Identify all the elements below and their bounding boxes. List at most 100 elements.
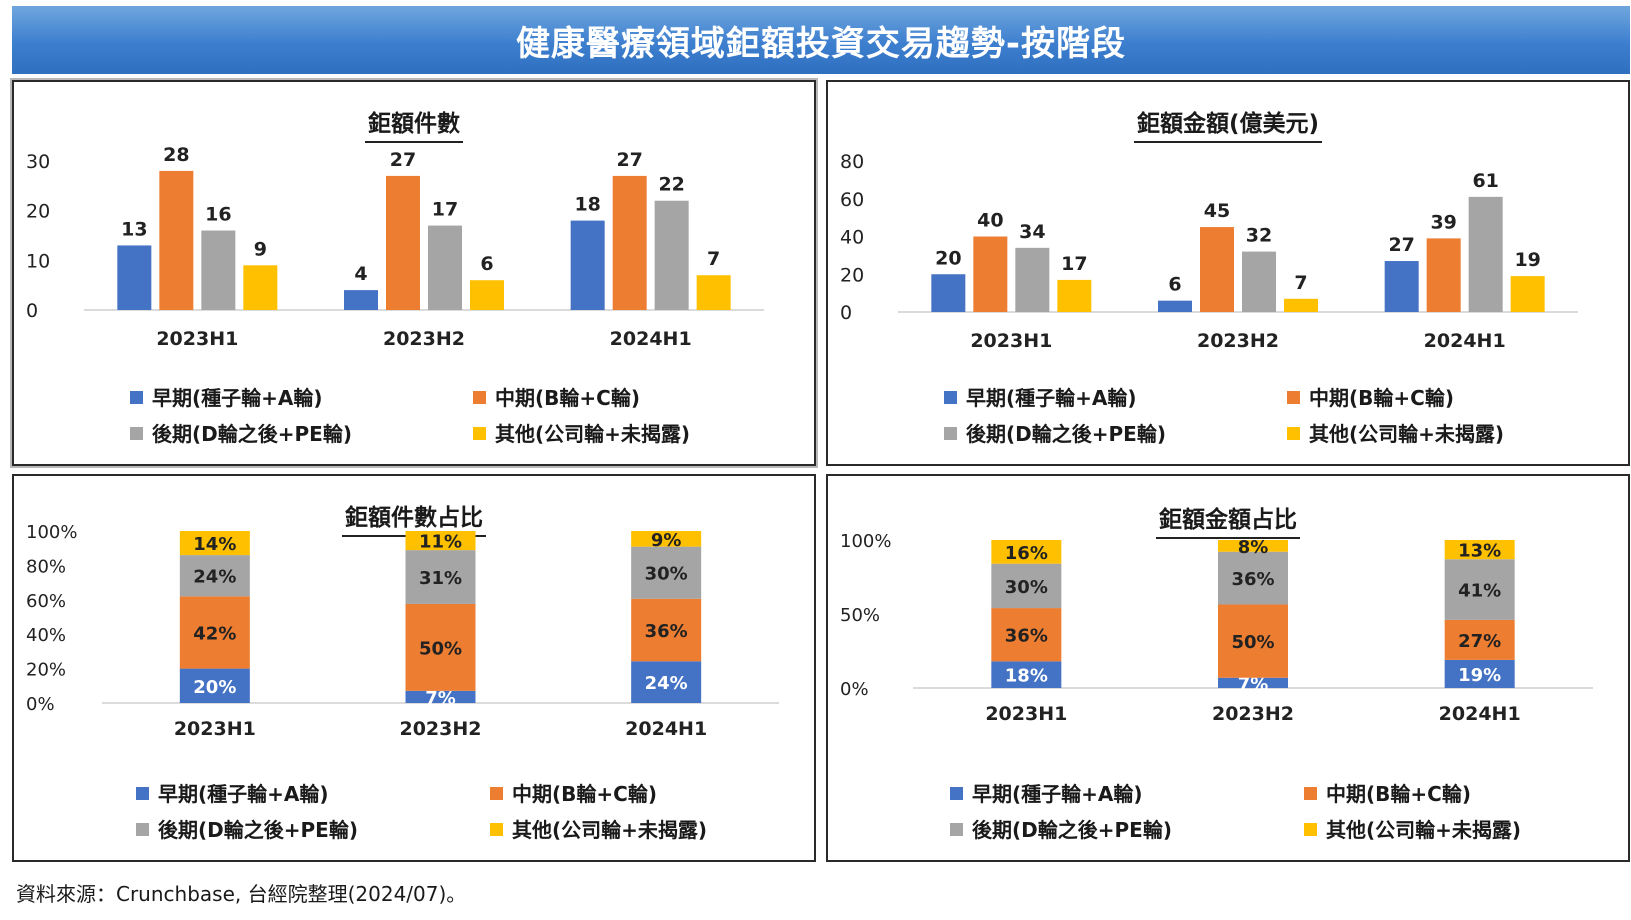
bar bbox=[201, 230, 236, 310]
y-tick-label: 30 bbox=[26, 151, 50, 173]
bar-segment bbox=[631, 531, 702, 547]
legend-label: 後期(D輪之後+PE輪) bbox=[966, 422, 1166, 446]
data-label: 40 bbox=[977, 210, 1003, 232]
data-label: 28 bbox=[163, 144, 189, 166]
bar bbox=[1510, 276, 1545, 312]
data-label: 27 bbox=[390, 149, 416, 171]
bar-segment bbox=[179, 596, 250, 669]
data-label: 7% bbox=[1238, 674, 1269, 695]
data-label: 4 bbox=[354, 263, 367, 285]
data-label: 34 bbox=[1019, 221, 1045, 243]
legend-label: 早期(種子輪+A輪) bbox=[152, 386, 323, 410]
data-label: 36% bbox=[1231, 569, 1274, 590]
data-label: 17 bbox=[1061, 253, 1087, 275]
data-label: 20 bbox=[935, 247, 961, 269]
bar-segment bbox=[631, 546, 702, 599]
bar bbox=[570, 220, 605, 310]
bar-segment bbox=[631, 598, 702, 662]
bar bbox=[612, 175, 647, 310]
y-tick-label: 0% bbox=[840, 679, 869, 700]
y-tick-label: 60 bbox=[840, 189, 864, 211]
data-label: 61 bbox=[1472, 170, 1498, 192]
bar bbox=[344, 290, 378, 310]
legend-swatch bbox=[1304, 787, 1317, 800]
bar-segment bbox=[1444, 559, 1515, 620]
data-label: 13% bbox=[1458, 541, 1501, 562]
data-label: 16% bbox=[1005, 543, 1048, 564]
bar bbox=[931, 274, 966, 312]
data-label: 24% bbox=[645, 673, 688, 694]
y-tick-label: 10 bbox=[26, 250, 50, 272]
legend-swatch bbox=[130, 391, 143, 404]
x-tick-label: 2023H2 bbox=[399, 718, 481, 740]
bar-segment bbox=[1218, 677, 1288, 688]
legend-item: 其他(公司輪+未揭露) bbox=[490, 814, 707, 843]
bar bbox=[1284, 298, 1318, 312]
bar-segment bbox=[991, 563, 1062, 609]
bar-segment bbox=[991, 661, 1062, 688]
y-tick-label: 20 bbox=[840, 264, 864, 286]
title-banner: 健康醫療領域鉅額投資交易趨勢-按階段 bbox=[12, 6, 1630, 74]
chart-deal-count: 0 10 20 30 13 28 16 9 2023H1 4 27 17 6 2023H2 18 27 22 7 2… bbox=[26, 144, 764, 350]
chart-panel-deal-count: 鉅額件數 0 10 20 30 13 28 16 9 2023H1 4 27 17 6 2023H2 18 2… bbox=[12, 80, 816, 466]
y-tick-label: 20% bbox=[26, 660, 66, 681]
x-tick-label: 2023H2 bbox=[1212, 703, 1294, 725]
x-tick-label: 2023H2 bbox=[383, 328, 465, 350]
legend-item: 中期(B輪+C輪) bbox=[1304, 778, 1471, 807]
legend-swatch bbox=[490, 787, 503, 800]
bar-segment bbox=[631, 661, 702, 703]
legend-item: 後期(D輪之後+PE輪) bbox=[950, 814, 1172, 843]
legend-item: 其他(公司輪+未揭露) bbox=[1304, 814, 1521, 843]
legend-item: 早期(種子輪+A輪) bbox=[944, 382, 1137, 411]
legend-swatch bbox=[1287, 427, 1300, 440]
data-label: 27% bbox=[1458, 631, 1501, 652]
legend-label: 早期(種子輪+A輪) bbox=[972, 782, 1143, 806]
chart-panel-deal-count-share: 鉅額件數占比 0% 20% 40% 60% 80% 100% 20% 42% 24% 14% 202… bbox=[12, 474, 816, 862]
chart-title: 鉅額金額占比 bbox=[1156, 507, 1300, 539]
data-label: 8% bbox=[1238, 537, 1269, 558]
legend-label: 中期(B輪+C輪) bbox=[512, 782, 657, 806]
bar bbox=[243, 265, 278, 310]
chart-title: 鉅額件數占比 bbox=[342, 505, 486, 537]
data-label: 6 bbox=[1168, 274, 1181, 296]
legend-item: 早期(種子輪+A輪) bbox=[950, 778, 1143, 807]
bar-segment bbox=[991, 540, 1062, 564]
legend-swatch bbox=[944, 391, 957, 404]
legend-label: 其他(公司輪+未揭露) bbox=[495, 422, 691, 446]
data-label: 13 bbox=[121, 218, 147, 240]
data-label: 30% bbox=[1005, 577, 1048, 598]
data-label: 18% bbox=[1005, 666, 1048, 687]
legend-swatch bbox=[130, 427, 143, 440]
bar-segment bbox=[1444, 619, 1515, 660]
data-label: 9% bbox=[651, 530, 682, 551]
bar bbox=[117, 245, 152, 310]
data-label: 27 bbox=[1388, 234, 1414, 256]
legend-item: 其他(公司輪+未揭露) bbox=[1287, 418, 1504, 447]
y-tick-label: 0 bbox=[840, 302, 852, 324]
legend-swatch bbox=[473, 391, 486, 404]
chart-title: 鉅額件數 bbox=[365, 111, 463, 143]
bar bbox=[470, 280, 504, 310]
legend-swatch bbox=[136, 823, 149, 836]
bar-segment bbox=[1218, 540, 1288, 552]
chart-deal-amount-share: 0% 50% 100% 18% 36% 30% 16% 2023H1 7% 50% 36% 8% 202… bbox=[840, 531, 1593, 725]
legend-swatch bbox=[136, 787, 149, 800]
bar bbox=[159, 170, 194, 310]
legend-swatch bbox=[1287, 391, 1300, 404]
data-label: 31% bbox=[419, 568, 462, 589]
legend-swatch bbox=[1304, 823, 1317, 836]
x-tick-label: 2023H1 bbox=[156, 328, 238, 350]
legend-item: 後期(D輪之後+PE輪) bbox=[130, 418, 352, 447]
legend-label: 後期(D輪之後+PE輪) bbox=[158, 818, 358, 842]
legend-swatch bbox=[944, 427, 957, 440]
data-label: 36% bbox=[645, 621, 688, 642]
bar-segment bbox=[1218, 551, 1288, 605]
page-title: 健康醫療領域鉅額投資交易趨勢-按階段 bbox=[515, 23, 1127, 64]
x-tick-label: 2024H1 bbox=[1424, 330, 1506, 352]
chart-deal-count-share: 0% 20% 40% 60% 80% 100% 20% 42% 24% 14% 2023H1 7% 50… bbox=[26, 522, 779, 740]
legend-item: 中期(B輪+C輪) bbox=[490, 778, 657, 807]
legend-label: 後期(D輪之後+PE輪) bbox=[152, 422, 352, 446]
y-tick-label: 0% bbox=[26, 694, 55, 715]
bar bbox=[1426, 238, 1461, 312]
data-label: 11% bbox=[419, 532, 462, 553]
